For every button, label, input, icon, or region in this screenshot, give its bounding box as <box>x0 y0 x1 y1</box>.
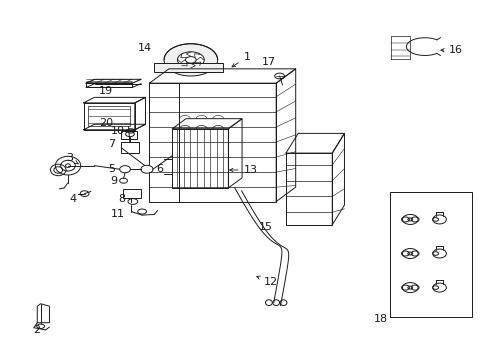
Bar <box>83 103 135 130</box>
Text: 4: 4 <box>69 194 76 204</box>
Text: 12: 12 <box>256 276 278 287</box>
Bar <box>389 192 471 317</box>
Bar <box>88 107 130 126</box>
Text: 20: 20 <box>99 118 113 128</box>
Ellipse shape <box>280 300 286 306</box>
Ellipse shape <box>141 165 153 173</box>
Text: 8: 8 <box>118 194 125 204</box>
Text: 14: 14 <box>138 43 152 53</box>
Text: 3: 3 <box>66 153 78 164</box>
Text: 10: 10 <box>111 126 125 135</box>
Text: 16: 16 <box>440 45 462 55</box>
Ellipse shape <box>55 156 81 175</box>
Ellipse shape <box>402 283 417 293</box>
Text: 17: 17 <box>262 57 276 67</box>
Text: 9: 9 <box>110 176 118 186</box>
Ellipse shape <box>402 248 417 258</box>
Ellipse shape <box>177 52 204 68</box>
Bar <box>149 83 276 202</box>
Text: 5: 5 <box>108 164 115 174</box>
Text: 19: 19 <box>99 86 113 96</box>
Ellipse shape <box>163 44 217 76</box>
Ellipse shape <box>432 283 446 292</box>
Bar <box>172 129 228 188</box>
Text: 13: 13 <box>229 165 257 175</box>
Text: 6: 6 <box>157 164 163 174</box>
Text: 18: 18 <box>373 314 387 324</box>
Bar <box>121 142 139 153</box>
Ellipse shape <box>272 300 279 306</box>
Text: 15: 15 <box>258 222 272 232</box>
Ellipse shape <box>402 215 417 225</box>
Text: 1: 1 <box>231 52 250 67</box>
Ellipse shape <box>432 249 446 258</box>
Text: 11: 11 <box>111 209 125 219</box>
Text: 2: 2 <box>33 325 40 335</box>
Bar <box>121 131 137 139</box>
Bar <box>154 63 222 72</box>
Text: 7: 7 <box>108 139 115 149</box>
Ellipse shape <box>432 215 446 224</box>
Bar <box>122 189 141 198</box>
Ellipse shape <box>265 300 272 306</box>
